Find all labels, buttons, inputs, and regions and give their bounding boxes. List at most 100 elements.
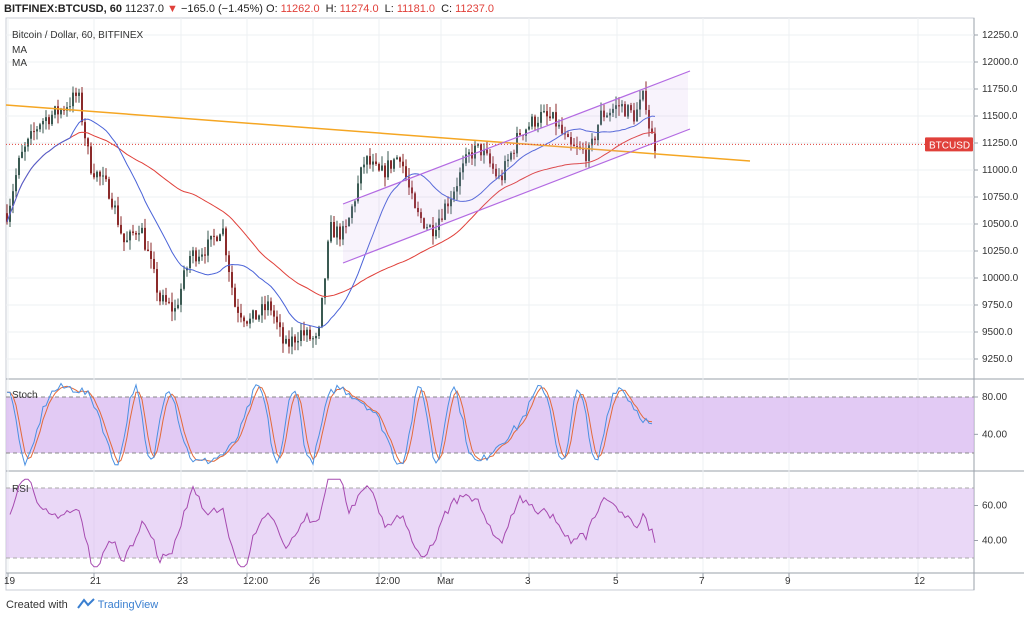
candle-down — [651, 128, 653, 134]
candle-up — [72, 92, 74, 107]
candle-up — [219, 234, 221, 242]
candle-up — [588, 145, 590, 161]
candle-up — [342, 226, 344, 240]
candle-down — [564, 133, 566, 135]
close-value: 11237.0 — [455, 3, 495, 15]
candle-up — [525, 129, 527, 136]
candle-up — [261, 304, 263, 316]
ma-blue-line — [6, 115, 656, 329]
candle-up — [477, 143, 479, 146]
price-tag-box — [925, 137, 973, 152]
candle-down — [585, 149, 587, 161]
candle-down — [84, 122, 86, 139]
candle-up — [102, 175, 104, 177]
candle-up — [429, 225, 431, 228]
candle-up — [27, 138, 29, 147]
candle-up — [510, 152, 512, 160]
stoch-k-line — [6, 382, 653, 467]
channel-fill — [343, 71, 688, 263]
candle-up — [162, 295, 164, 302]
candle-down — [339, 226, 341, 240]
candle-up — [318, 326, 320, 337]
candle-down — [255, 310, 257, 320]
candle-down — [99, 171, 101, 177]
candle-up — [42, 121, 44, 125]
candle-down — [93, 173, 95, 178]
price-tick-label: 10500.0 — [982, 219, 1019, 230]
channel-lower-line — [342, 128, 691, 264]
low-label: L: — [384, 3, 394, 15]
down-arrow-icon: ▼ — [167, 3, 178, 15]
candle-down — [153, 258, 155, 270]
legend-ma: MA — [12, 45, 27, 56]
stoch-label: Stoch — [12, 390, 38, 401]
candle-down — [603, 110, 605, 118]
price-tick-label: 9250.0 — [982, 354, 1013, 365]
candle-up — [348, 217, 350, 227]
candle-up — [354, 201, 356, 207]
candle-up — [138, 233, 140, 235]
candle-down — [432, 225, 434, 237]
tradingview-logo[interactable]: TradingView — [77, 598, 158, 611]
candle-up — [612, 108, 614, 113]
candle-down — [144, 227, 146, 250]
time-tick-label: 19 — [4, 576, 16, 587]
candle-up — [267, 301, 269, 311]
rsi-tick-label: 40.00 — [982, 536, 1007, 547]
symbol-name[interactable]: BITFINEX:BTCUSD, 60 — [4, 3, 122, 15]
price-tag-label: BTCUSD — [929, 140, 970, 151]
candle-down — [648, 109, 650, 129]
candle-down — [399, 157, 401, 162]
candle-down — [576, 146, 578, 148]
candle-down — [282, 327, 284, 344]
candle-up — [69, 106, 71, 108]
candle-down — [228, 255, 230, 273]
candle-down — [480, 143, 482, 156]
stoch-tick-label: 80.00 — [982, 392, 1007, 403]
candle-up — [54, 106, 56, 115]
candle-up — [39, 124, 41, 130]
candle-up — [474, 145, 476, 159]
time-tick-label: 7 — [699, 576, 705, 587]
price-tick-label: 12000.0 — [982, 57, 1019, 68]
candle-down — [288, 338, 290, 347]
candle-up — [465, 154, 467, 164]
high-value: 11274.0 — [339, 3, 379, 15]
price-tick-label: 9500.0 — [982, 327, 1013, 338]
footer: Created with TradingView — [6, 598, 158, 611]
time-tick-label: 21 — [90, 576, 102, 587]
candle-down — [168, 301, 170, 303]
candle-up — [357, 183, 359, 202]
candle-up — [210, 235, 212, 240]
candle-up — [528, 126, 530, 130]
candle-down — [402, 161, 404, 167]
candle-down — [534, 116, 536, 127]
candle-up — [96, 171, 98, 178]
candle-up — [504, 161, 506, 181]
candle-up — [30, 131, 32, 139]
candle-up — [321, 297, 323, 327]
candle-down — [33, 131, 35, 133]
candle-up — [222, 228, 224, 235]
candle-down — [390, 160, 392, 169]
candle-down — [579, 146, 581, 148]
time-tick-label: Mar — [437, 576, 455, 587]
tradingview-icon — [77, 598, 95, 609]
candle-down — [645, 90, 647, 110]
candle-up — [351, 206, 353, 218]
candle-down — [123, 233, 125, 243]
candle-up — [249, 318, 251, 324]
candle-down — [420, 212, 422, 219]
candle-up — [507, 159, 509, 162]
candle-down — [165, 295, 167, 302]
candle-up — [426, 227, 428, 229]
candle-down — [630, 105, 632, 111]
candle-up — [21, 151, 23, 158]
candle-down — [405, 166, 407, 178]
candle-down — [294, 336, 296, 343]
candle-down — [549, 116, 551, 119]
candle-up — [198, 256, 200, 262]
candle-down — [594, 138, 596, 141]
candle-up — [531, 116, 533, 127]
